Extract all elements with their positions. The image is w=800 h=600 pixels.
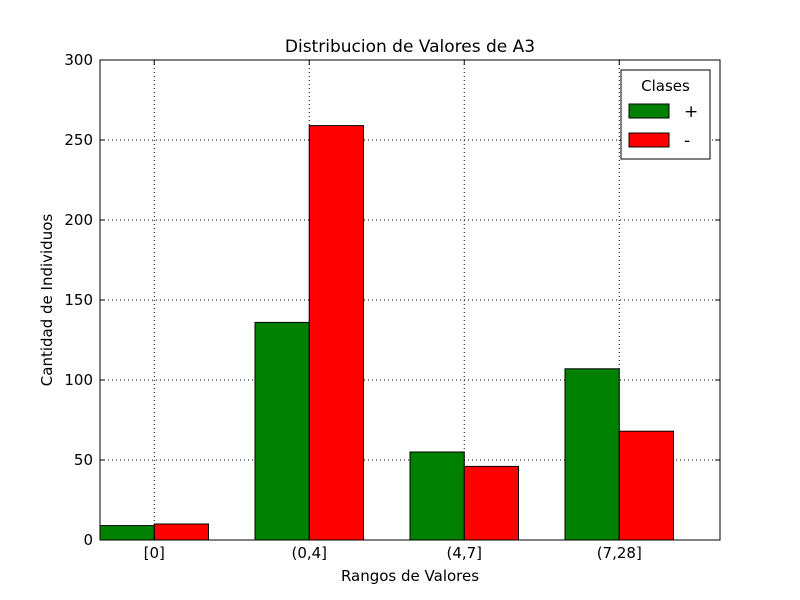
y-tick-label: 150 <box>64 291 93 309</box>
x-axis-label: Rangos de Valores <box>341 567 479 585</box>
legend-swatch-plus <box>628 103 670 119</box>
bar-plus-3 <box>564 368 620 541</box>
legend-title: Clases <box>641 77 690 95</box>
y-axis-label: Cantidad de Individuos <box>38 214 56 387</box>
legend-label-plus: + <box>684 102 698 122</box>
bar-plus-0 <box>99 525 155 541</box>
legend-label-minus: - <box>684 131 690 151</box>
y-tick-label: 300 <box>64 51 93 69</box>
y-tick-label: 0 <box>83 531 93 549</box>
y-tick-label: 200 <box>64 211 93 229</box>
bar-minus-2 <box>463 465 519 541</box>
x-tick-label: (4,7] <box>446 544 482 562</box>
bar-plus-2 <box>409 451 465 541</box>
y-tick-label: 100 <box>64 371 93 389</box>
y-tick-label: 50 <box>74 451 93 469</box>
bars <box>99 125 674 541</box>
y-tick-label: 250 <box>64 131 93 149</box>
axis-ticks: 0 50 100 150 200 250 300 [0] (0,4] (4,7] (7,28] <box>64 51 720 562</box>
bar-minus-1 <box>308 125 364 541</box>
legend-swatch-minus <box>628 132 670 148</box>
bar-minus-0 <box>153 523 209 541</box>
x-tick-label: [0] <box>144 544 165 562</box>
legend: Clases +- <box>620 69 711 160</box>
legend-items: +- <box>628 102 698 151</box>
bar-plus-1 <box>254 321 310 541</box>
bar-minus-3 <box>618 430 674 541</box>
x-tick-label: (0,4] <box>291 544 327 562</box>
x-tick-label: (7,28] <box>597 544 642 562</box>
chart-title: Distribucion de Valores de A3 <box>285 37 535 57</box>
